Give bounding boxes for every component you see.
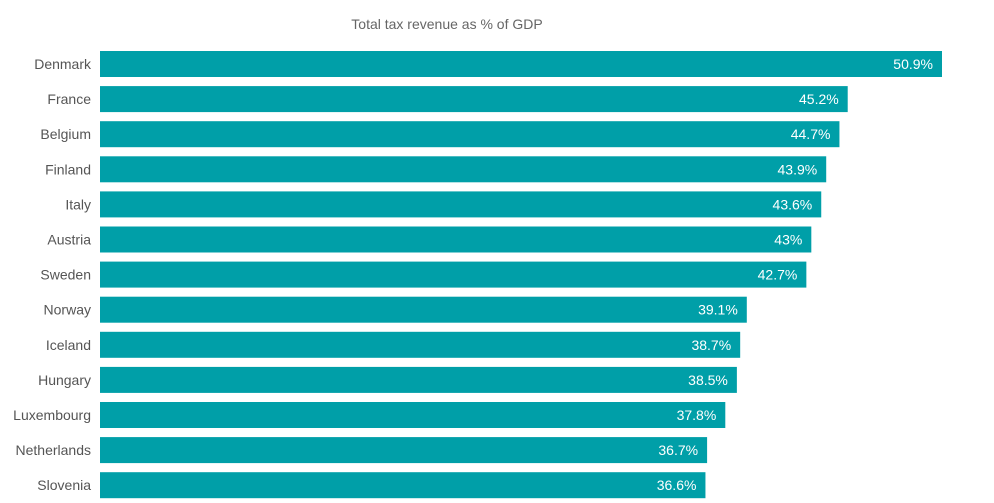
category-label: Netherlands [16,442,92,458]
value-label: 38.7% [691,337,731,353]
value-label: 50.9% [893,56,933,72]
bar-italy [100,191,822,218]
category-label: Slovenia [37,477,91,493]
category-label: France [47,91,91,107]
bar-belgium [100,121,840,148]
value-label: 39.1% [698,302,738,318]
bar-iceland [100,331,741,358]
bar-denmark [100,51,942,77]
value-label: 43.6% [773,196,813,212]
bar-slovenia [100,472,706,499]
value-label: 42.7% [758,267,798,283]
category-label: Iceland [46,337,91,353]
category-label: Austria [47,232,91,248]
value-label: 38.5% [688,372,728,388]
bar-luxembourg [100,402,726,428]
category-label: Finland [45,161,91,177]
value-label: 36.6% [657,477,697,493]
chart-title: Total tax revenue as % of GDP [351,16,543,32]
bar-austria [100,226,812,253]
bar-finland [100,156,827,183]
category-label: Hungary [38,372,91,388]
value-label: 43.9% [778,161,818,177]
bar-sweden [100,261,807,288]
value-label: 36.7% [658,442,698,458]
category-label: Denmark [34,56,92,72]
category-label: Belgium [40,126,91,142]
bar-hungary [100,366,737,393]
value-label: 45.2% [799,91,839,107]
category-label: Sweden [40,267,91,283]
bar-netherlands [100,437,708,464]
value-label: 43% [774,232,802,248]
bar-france [100,86,848,113]
category-label: Norway [44,302,91,318]
value-label: 44.7% [791,126,831,142]
category-label: Italy [65,196,91,212]
category-label: Luxembourg [13,407,91,423]
bar-norway [100,296,747,323]
value-label: 37.8% [677,407,717,423]
